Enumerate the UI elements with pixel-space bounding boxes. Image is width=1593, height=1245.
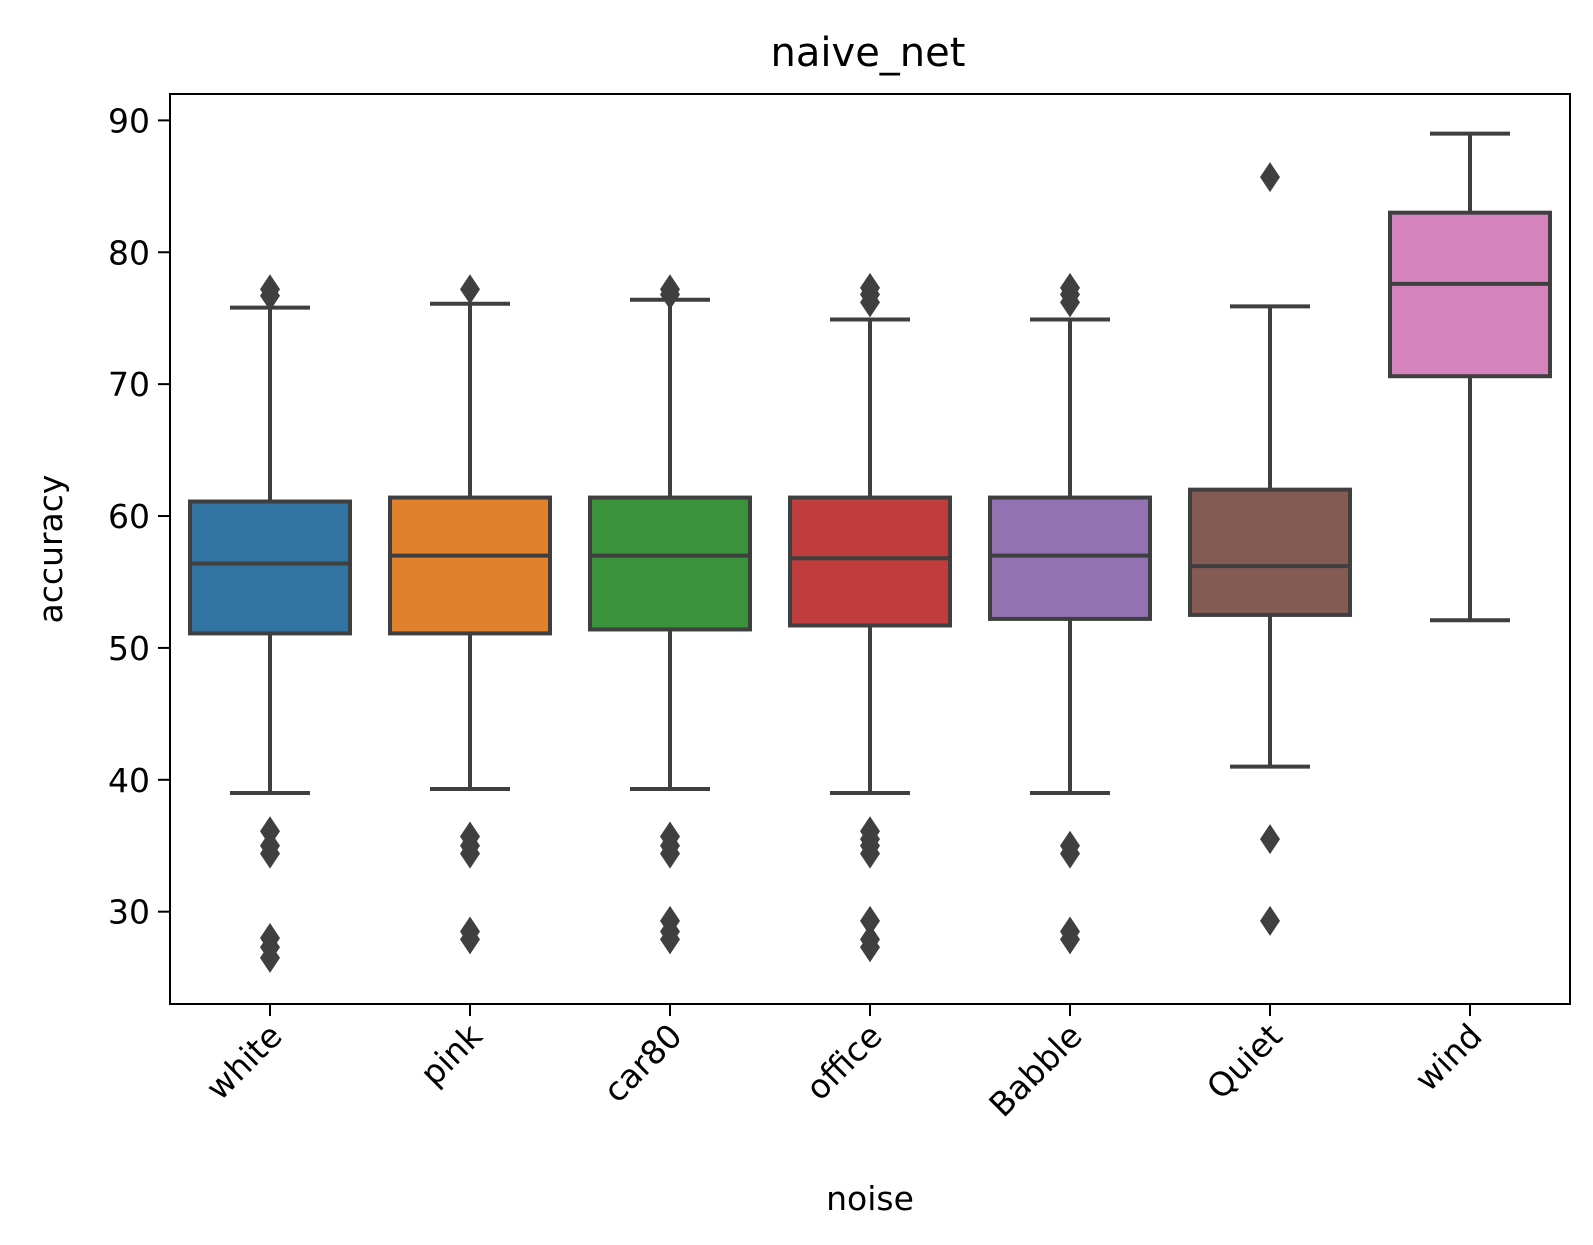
y-tick-label: 60 xyxy=(108,497,150,536)
outlier-point xyxy=(660,838,680,869)
y-tick-label: 30 xyxy=(108,893,150,932)
box-pink xyxy=(388,274,552,955)
y-tick-label: 40 xyxy=(108,761,150,800)
y-axis-label: accuracy xyxy=(31,475,70,624)
outlier-point xyxy=(860,838,880,869)
y-tick-label: 50 xyxy=(108,629,150,668)
outlier-point xyxy=(660,924,680,955)
box-white xyxy=(188,274,352,973)
x-tick-label: Babble xyxy=(981,1016,1089,1124)
box-body xyxy=(788,495,952,628)
x-tick-label: Quiet xyxy=(1199,1016,1290,1107)
box-body xyxy=(588,495,752,632)
plot-area xyxy=(188,131,1552,973)
outlier-point xyxy=(1260,824,1280,855)
x-tick-label: wind xyxy=(1407,1016,1490,1099)
outlier-point xyxy=(1060,287,1080,318)
box-Quiet xyxy=(1188,162,1352,936)
box-body xyxy=(388,495,552,636)
outlier-point xyxy=(860,287,880,318)
box-body xyxy=(1188,487,1352,617)
box-wind xyxy=(1388,131,1552,623)
outlier-point xyxy=(460,838,480,869)
x-tick-label: office xyxy=(798,1016,890,1108)
outlier-point xyxy=(260,942,280,973)
box-body xyxy=(1388,210,1552,379)
y-tick-label: 90 xyxy=(108,101,150,140)
x-axis: white pink car80 office Babble Quiet wind xyxy=(198,1004,1490,1124)
outlier-point xyxy=(1260,905,1280,936)
y-tick-label: 70 xyxy=(108,365,150,404)
y-axis: 30 40 50 60 70 80 90 xyxy=(108,101,170,932)
box-body xyxy=(988,495,1152,621)
outlier-point xyxy=(260,838,280,869)
outlier-point xyxy=(660,279,680,310)
y-tick-label: 80 xyxy=(108,233,150,272)
outlier-point xyxy=(1060,924,1080,955)
outlier-point xyxy=(460,274,480,305)
x-tick-label: car80 xyxy=(596,1016,690,1110)
outlier-point xyxy=(860,932,880,963)
outlier-point xyxy=(260,280,280,311)
outlier-point xyxy=(1060,838,1080,869)
box-Babble xyxy=(988,272,1152,955)
x-tick-label: white xyxy=(198,1016,289,1107)
box-office xyxy=(788,272,952,963)
outlier-point xyxy=(460,924,480,955)
outlier-point xyxy=(1260,162,1280,193)
box-car80 xyxy=(588,274,752,955)
outlier-point xyxy=(860,905,880,936)
box-body xyxy=(188,499,352,636)
chart-title: naive_net xyxy=(771,30,966,76)
x-axis-label: noise xyxy=(826,1179,914,1218)
x-tick-label: pink xyxy=(412,1015,490,1093)
